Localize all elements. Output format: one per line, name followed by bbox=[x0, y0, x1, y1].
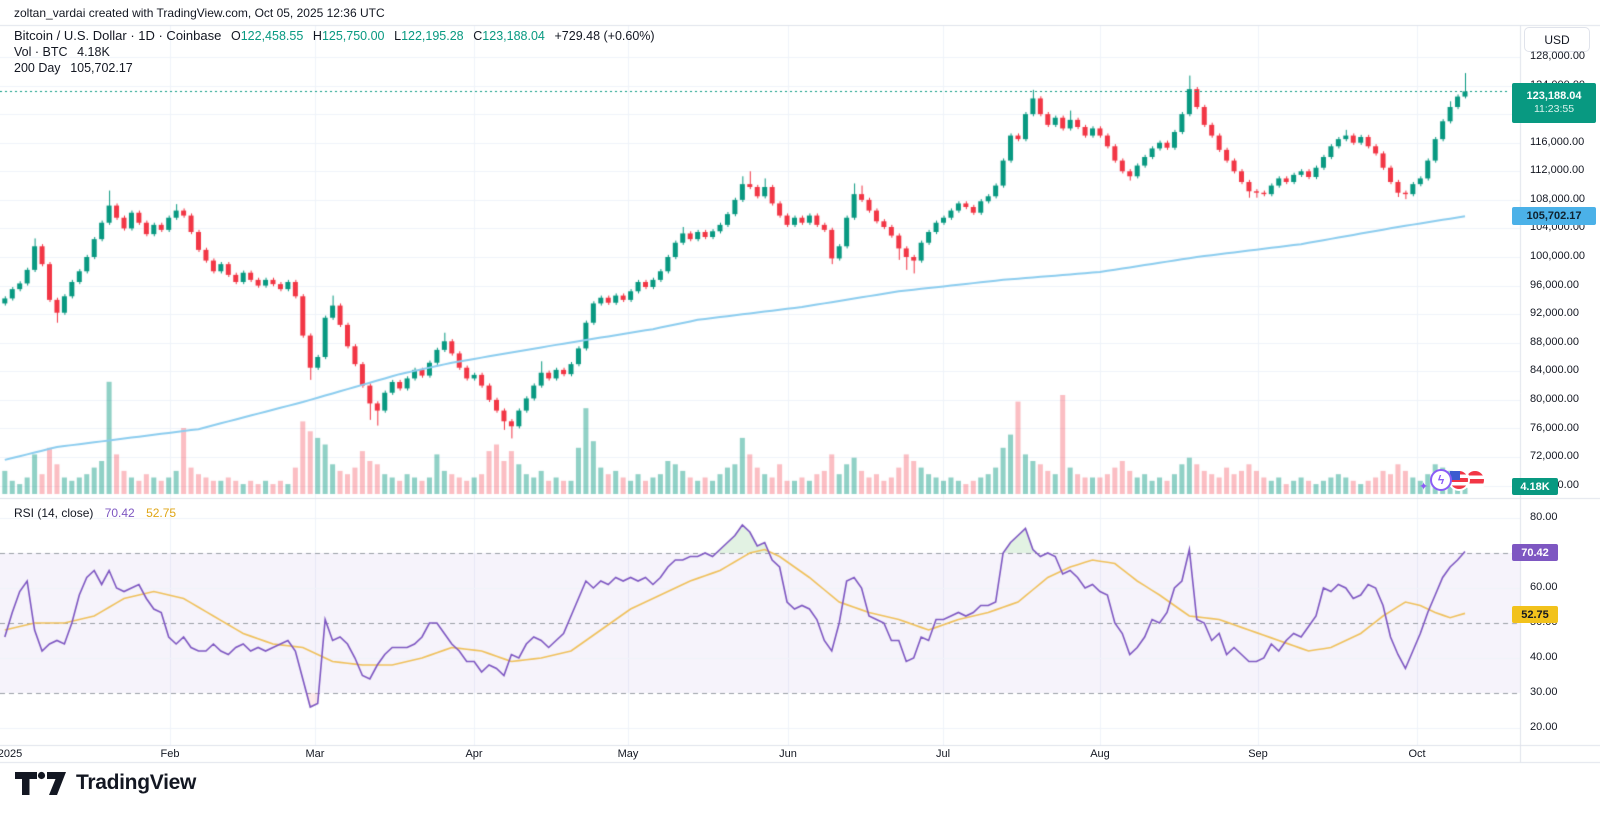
symbol-title[interactable]: Bitcoin / U.S. Dollar · 1D · Coinbase bbox=[14, 28, 222, 43]
rsi-title[interactable]: RSI (14, close) bbox=[14, 506, 94, 520]
time-axis-label: Jun bbox=[779, 748, 797, 760]
time-axis-label: Sep bbox=[1248, 748, 1268, 760]
ohlc-high: H125,750.00 bbox=[312, 29, 385, 43]
price-axis-label: 116,000.00 bbox=[1530, 136, 1585, 148]
ma200-price-badge: 105,702.17 bbox=[1512, 207, 1596, 225]
time-axis-label: Oct bbox=[1408, 748, 1426, 760]
lightning-reaction-icon[interactable]: ϟ bbox=[1430, 469, 1452, 491]
ohlc-open: O122,458.55 bbox=[230, 29, 304, 43]
time-axis-label: Jul bbox=[935, 748, 951, 760]
tradingview-logo-text: TradingView bbox=[76, 771, 197, 794]
countdown-timer: 11:23:55 bbox=[1533, 103, 1575, 115]
time-axis-label: Feb bbox=[160, 748, 180, 760]
price-axis-label: 112,000.00 bbox=[1530, 164, 1585, 176]
price-axis-label: 100,000.00 bbox=[1530, 250, 1586, 262]
tradingview-logo-icon bbox=[15, 771, 66, 795]
volume-value: 4.18K bbox=[77, 45, 110, 59]
symbol-legend: Bitcoin / U.S. Dollar · 1D · Coinbase O1… bbox=[14, 28, 655, 76]
ohlc-close: C123,188.04 bbox=[473, 29, 545, 43]
sparkle-icon: ✦ bbox=[1419, 481, 1429, 493]
rsi-value: 70.42 bbox=[104, 506, 135, 520]
volume-badge: 4.18K bbox=[1512, 478, 1558, 495]
price-axis-label: 76,000.00 bbox=[1530, 422, 1579, 434]
attribution-text: zoltan_vardai created with TradingView.c… bbox=[14, 6, 385, 20]
price-change: +729.48 (+0.60%) bbox=[554, 29, 655, 43]
rsi-ma-value: 52.75 bbox=[146, 506, 177, 520]
ohlc-low: L122,195.28 bbox=[394, 29, 464, 43]
time-axis-label: May bbox=[617, 748, 639, 760]
time-axis-label: Mar bbox=[305, 748, 325, 760]
last-price-badge: 123,188.04 11:23:55 bbox=[1512, 83, 1596, 123]
price-axis-label: 108,000.00 bbox=[1530, 193, 1586, 205]
rsi-axis-label: 80.00 bbox=[1530, 511, 1558, 523]
time-axis-label: Aug bbox=[1090, 748, 1110, 760]
symbol-row: Bitcoin / U.S. Dollar · 1D · Coinbase O1… bbox=[14, 28, 655, 44]
rsi-legend: RSI (14, close) 70.42 52.75 bbox=[14, 506, 176, 520]
ma200-value: 105,702.17 bbox=[70, 61, 133, 75]
price-axis-label: 128,000.00 bbox=[1530, 50, 1586, 62]
price-axis-label: 88,000.00 bbox=[1530, 336, 1579, 348]
rsi-axis-label: 30.00 bbox=[1530, 686, 1558, 698]
rsi-axis-label: 60.00 bbox=[1530, 581, 1558, 593]
ma200-label[interactable]: 200 Day bbox=[14, 61, 61, 75]
rsi-badge: 70.42 bbox=[1512, 544, 1558, 561]
price-axis-label: 96,000.00 bbox=[1530, 279, 1579, 291]
volume-label[interactable]: Vol · BTC bbox=[14, 45, 68, 59]
price-axis-label: 72,000.00 bbox=[1530, 450, 1579, 462]
price-axis-label: 84,000.00 bbox=[1530, 364, 1579, 376]
time-axis-label: Apr bbox=[465, 748, 483, 760]
time-axis-label: 2025 bbox=[0, 748, 23, 760]
volume-row: Vol · BTC 4.18K bbox=[14, 44, 655, 60]
rsi-ma-badge: 52.75 bbox=[1512, 606, 1558, 623]
rsi-axis-label: 40.00 bbox=[1530, 651, 1558, 663]
tradingview-logo[interactable]: TradingView bbox=[14, 768, 196, 798]
price-axis-label: 80,000.00 bbox=[1530, 393, 1579, 405]
currency-toggle-button[interactable]: USD bbox=[1524, 27, 1590, 52]
ma200-row: 200 Day 105,702.17 bbox=[14, 60, 655, 76]
rsi-axis-label: 20.00 bbox=[1530, 721, 1558, 733]
price-axis-label: 92,000.00 bbox=[1530, 307, 1579, 319]
